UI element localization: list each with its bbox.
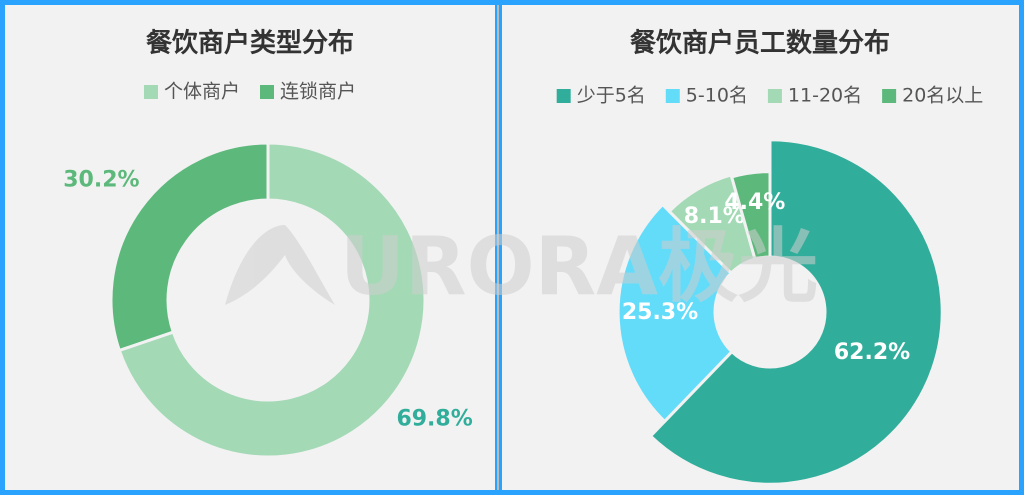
legend-swatch: [260, 85, 274, 99]
slice: [616, 202, 734, 424]
legend-label: 5-10名: [686, 85, 748, 107]
legend-label: 少于5名: [577, 85, 646, 107]
data-label: 4.4%: [724, 190, 785, 215]
legend-label: 连锁商户: [280, 81, 356, 103]
watermark-logo: [225, 225, 335, 305]
data-label: 69.8%: [396, 406, 472, 431]
legend-label: 个体商户: [164, 81, 240, 103]
chart-title: 餐饮商户员工数量分布: [630, 28, 890, 59]
legend-label: 20名以上: [902, 85, 983, 107]
data-label: 8.1%: [684, 204, 745, 229]
slice: [109, 141, 270, 353]
slice: [729, 170, 772, 261]
legend-label: 11-20名: [788, 85, 862, 107]
legend-swatch: [767, 89, 782, 103]
chart-title: 餐饮商户类型分布: [146, 28, 354, 59]
data-label: 62.2%: [834, 340, 910, 365]
legend-swatch: [556, 89, 571, 103]
legend-swatch: [665, 89, 680, 103]
watermark: URORA极光: [225, 220, 818, 313]
watermark-text: URORA极光: [340, 220, 818, 313]
legend: 个体商户 连锁商户: [143, 81, 356, 103]
legend-swatch: [143, 85, 158, 99]
data-label: 25.3%: [622, 300, 698, 325]
legend: 少于5名 5-10名 11-20名 20名以上: [556, 85, 983, 107]
slice: [667, 173, 757, 276]
slice: [648, 138, 944, 486]
slice: [117, 141, 427, 459]
data-label: 30.2%: [63, 168, 139, 193]
legend-swatch: [882, 89, 897, 103]
